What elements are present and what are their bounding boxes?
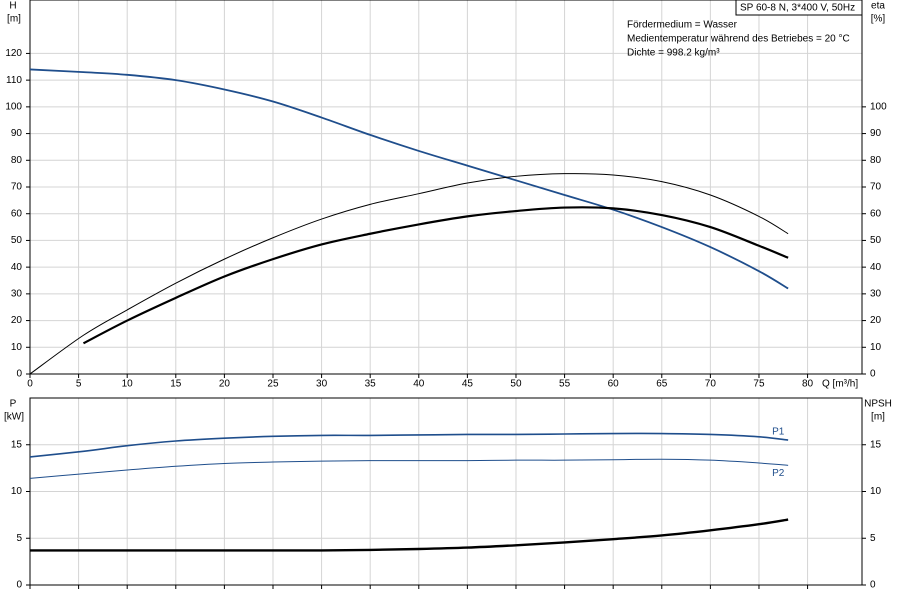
y2-tick-label: 0	[870, 580, 876, 591]
y2-axis-label: eta	[871, 1, 885, 12]
x-tick-label: 5	[76, 379, 82, 390]
curve	[29, 68, 789, 290]
y2-tick-label: 50	[870, 235, 882, 246]
y-tick-label: 100	[5, 101, 22, 112]
y-tick-label: 0	[16, 580, 22, 591]
y-axis-unit: [m]	[7, 14, 21, 25]
y2-tick-label: 15	[870, 439, 882, 450]
title-box	[735, 0, 863, 16]
y-tick-label: 20	[11, 315, 23, 326]
curve	[29, 518, 789, 552]
curve	[29, 432, 789, 458]
y2-tick-label: 20	[870, 315, 882, 326]
y-tick-label: 10	[11, 486, 23, 497]
curve	[29, 458, 789, 479]
y-tick-label: 40	[11, 262, 23, 273]
x-tick-label: 0	[27, 379, 33, 390]
y2-tick-label: 10	[870, 342, 882, 353]
y-tick-label: 70	[11, 182, 23, 193]
y2-axis-unit: [%]	[871, 14, 886, 25]
y-tick-label: 0	[16, 369, 22, 380]
x-tick-label: 15	[170, 379, 182, 390]
y-tick-label: 80	[11, 155, 23, 166]
x-tick-label: 35	[365, 379, 377, 390]
y2-tick-label: 60	[870, 208, 882, 219]
x-tick-label: 50	[510, 379, 522, 390]
y-tick-label: 110	[6, 75, 22, 86]
x-tick-label: 70	[705, 379, 717, 390]
y-tick-label: 90	[11, 128, 23, 139]
y-axis-unit: [kW]	[4, 412, 24, 423]
y-axis-label: P	[10, 399, 17, 410]
y-tick-label: 50	[11, 235, 23, 246]
y-tick-label: 15	[11, 439, 23, 450]
x-tick-label: 65	[656, 379, 668, 390]
y-tick-label: 30	[11, 288, 23, 299]
y2-tick-label: 90	[870, 128, 882, 139]
x-tick-label: 25	[267, 379, 279, 390]
annotation: Dichte = 998.2 kg/m³	[627, 48, 720, 59]
y2-tick-label: 40	[870, 262, 882, 273]
y2-tick-label: 5	[870, 533, 876, 544]
y2-tick-label: 80	[870, 155, 882, 166]
chart-title: SP 60-8 N, 3*400 V, 50Hz	[740, 3, 855, 14]
x-tick-label: 30	[316, 379, 328, 390]
x-tick-label: 55	[559, 379, 571, 390]
x-tick-label: 80	[802, 379, 814, 390]
curve	[29, 173, 789, 375]
y-tick-label: 10	[11, 342, 23, 353]
series-label: P2	[772, 468, 785, 479]
annotation: Medientemperatur während des Betriebes =…	[627, 34, 850, 45]
y-tick-label: 5	[16, 533, 22, 544]
curve	[82, 206, 789, 345]
y2-tick-label: 70	[870, 182, 882, 193]
x-tick-label: 10	[122, 379, 134, 390]
x-tick-label: 40	[413, 379, 425, 390]
y2-tick-label: 10	[870, 486, 882, 497]
y-axis-label: H	[9, 1, 16, 12]
y2-axis-label: NPSH	[864, 399, 892, 410]
x-tick-label: 60	[608, 379, 620, 390]
y2-axis-unit: [m]	[871, 412, 885, 423]
x-tick-label: 75	[753, 379, 765, 390]
y2-tick-label: 30	[870, 288, 882, 299]
y2-tick-label: 100	[870, 101, 887, 112]
annotation: Fördermedium = Wasser	[627, 20, 738, 31]
x-tick-label: 20	[219, 379, 231, 390]
y-tick-label: 60	[11, 208, 23, 219]
plot-frame	[29, 0, 863, 375]
y-tick-label: 120	[5, 48, 22, 59]
x-tick-label: 45	[462, 379, 474, 390]
y2-tick-label: 0	[870, 369, 876, 380]
series-label: P1	[772, 427, 785, 438]
x-axis-label: Q [m³/h]	[822, 379, 858, 390]
plot-frame	[29, 397, 863, 586]
